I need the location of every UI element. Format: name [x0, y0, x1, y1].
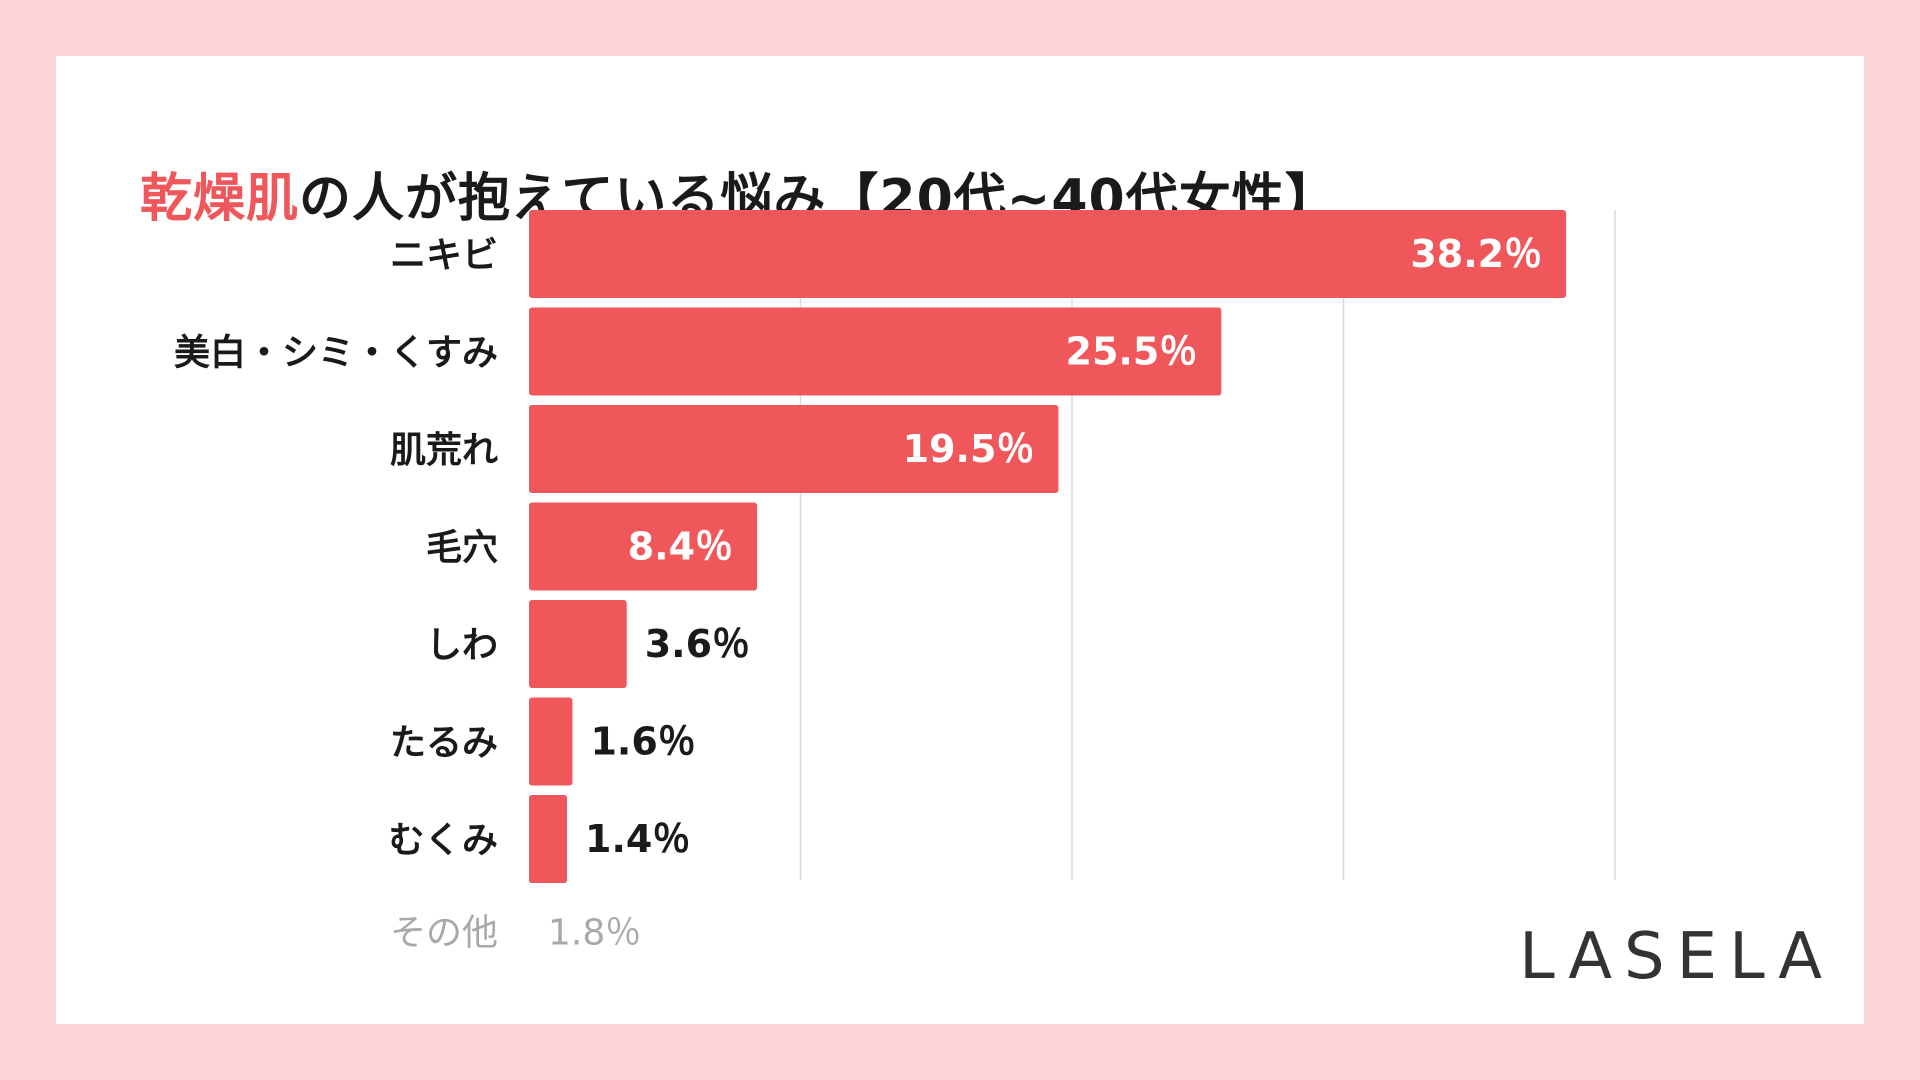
other-value-label: 1.8％ — [548, 913, 641, 954]
bar — [529, 307, 1222, 396]
bar — [529, 697, 573, 786]
bar — [529, 405, 1059, 493]
title-highlight: 乾燥肌 — [140, 169, 300, 229]
bar — [529, 502, 758, 591]
value-label: 1.6％ — [590, 720, 695, 764]
value-label: 3.6％ — [645, 622, 750, 666]
category-label: むくみ — [389, 820, 498, 861]
bar — [529, 600, 627, 688]
category-label: 毛穴 — [426, 528, 498, 569]
value-label: 19.5％ — [903, 427, 1035, 471]
value-label: 25.5％ — [1066, 330, 1198, 374]
lasela-logo: LASELA — [1519, 920, 1834, 994]
value-label: 1.4％ — [585, 817, 690, 861]
bar-chart: ニキビ 38.2％ 美白・シミ・くすみ 25.5％ 肌荒れ 19.5％ 毛穴 8.4％ しわ 3.… — [174, 210, 1616, 954]
chart-card: 乾燥肌の人が抱えている悩み【20代~40代女性】 ニキビ 38.2％ 美白・シミ・く… — [56, 56, 1864, 1024]
value-label: 8.4％ — [628, 525, 733, 569]
category-label: 美白・シミ・くすみ — [174, 333, 498, 374]
bar — [529, 210, 1567, 298]
value-label: 38.2％ — [1410, 232, 1542, 276]
category-label: 肌荒れ — [390, 430, 498, 471]
bar — [529, 795, 568, 883]
other-category-label: その他 — [390, 913, 498, 954]
category-label: ニキビ — [390, 235, 498, 276]
category-label: たるみ — [390, 723, 498, 764]
category-label: しわ — [426, 625, 498, 666]
